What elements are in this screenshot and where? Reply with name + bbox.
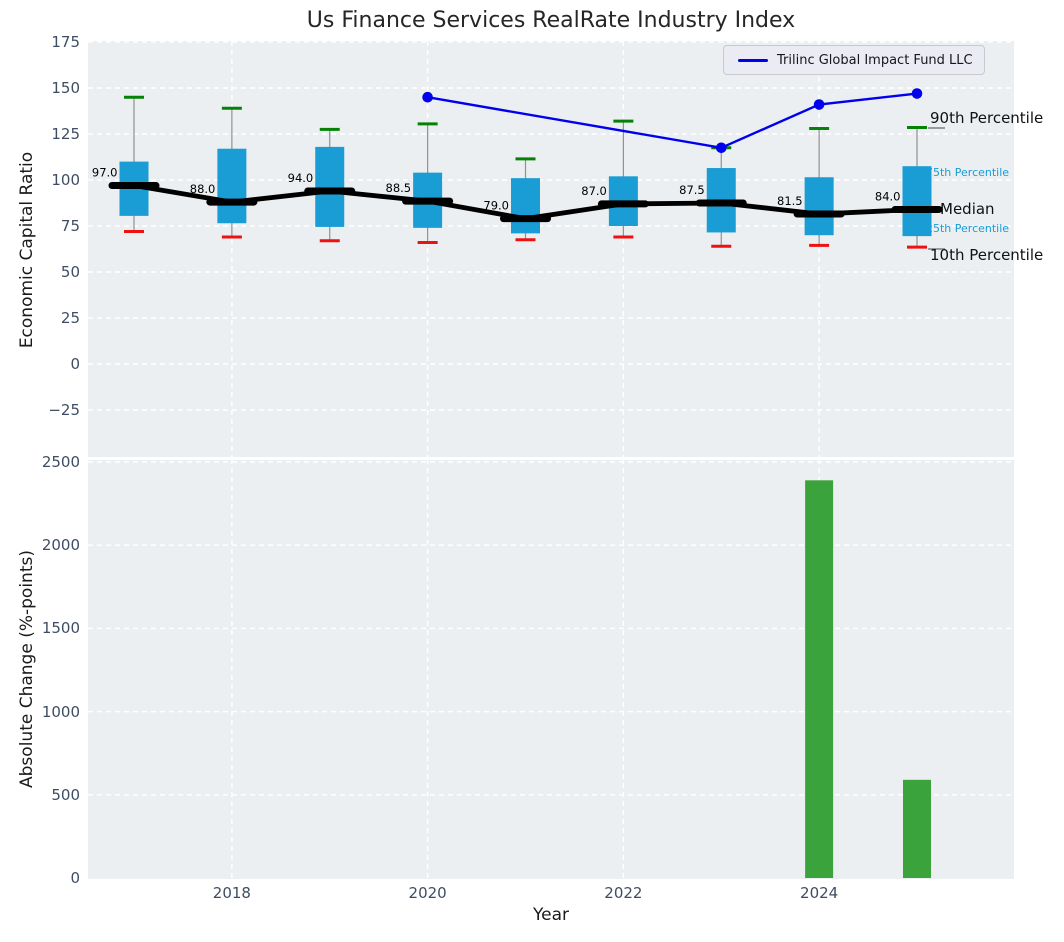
- annotation-90th-leader-line: [928, 127, 945, 129]
- fund-line: [427, 92, 918, 150]
- xtick-2018: 2018: [212, 884, 251, 902]
- fund-point-2023: [715, 142, 727, 154]
- fund-point-2024: [813, 99, 825, 110]
- top-ytick-75: 75: [60, 217, 80, 235]
- box-2024: [804, 177, 834, 236]
- legend-line-icon: [738, 58, 768, 62]
- annotation-median: Median: [940, 200, 995, 218]
- median-value-label-2021: 79.0: [483, 199, 509, 213]
- bottom-plot-grid: [88, 459, 1014, 879]
- box-2021: [511, 178, 540, 234]
- box-2018: [217, 148, 247, 224]
- legend: Trilinc Global Impact Fund LLC: [723, 45, 985, 75]
- box-2025: [902, 166, 932, 237]
- bar-2025: [903, 779, 931, 878]
- annotation-10th-leader-line: [928, 248, 945, 250]
- median-value-label-2019: 94.0: [288, 171, 314, 185]
- top-ytick-125: 125: [51, 125, 80, 143]
- legend-label: Trilinc Global Impact Fund LLC: [777, 52, 973, 68]
- bottom-plot-background: [88, 459, 1014, 879]
- bottom-ytick-0: 0: [70, 869, 80, 887]
- xtick-2022: 2022: [604, 884, 643, 902]
- top-plot-background: [88, 41, 1014, 459]
- bottom-ytick-2000: 2000: [41, 536, 80, 555]
- median-value-label-2020: 88.5: [386, 181, 412, 195]
- chart-title: Us Finance Services RealRate Industry In…: [306, 8, 796, 33]
- fund-point-2020: [422, 91, 433, 103]
- top-ytick-100: 100: [51, 171, 80, 189]
- bottom-y-axis-title: Absolute Change (%-points): [17, 550, 37, 788]
- top-ytick-25: 25: [60, 309, 80, 327]
- bottom-ytick-1500: 1500: [41, 619, 80, 638]
- bar-2024: [805, 480, 834, 878]
- top-ytick--25: −25: [48, 401, 80, 419]
- fund-point-2025: [911, 88, 923, 99]
- box-2019: [315, 146, 345, 227]
- top-ytick-150: 150: [51, 79, 80, 97]
- annotation-75th-percentile: 75th Percentile: [926, 166, 1010, 179]
- annotation-25th-percentile: 25th Percentile: [926, 222, 1010, 235]
- top-plot-content: 97.0 88.0 94.0 88.5 79.0 87.0 87.5 81.5 84.0: [92, 88, 943, 249]
- bottom-ytick-500: 500: [51, 785, 80, 804]
- median-value-label-2023: 87.5: [679, 183, 705, 197]
- annotation-10th-percentile: 10th Percentile: [930, 246, 1044, 264]
- xtick-2024: 2024: [800, 884, 839, 902]
- xtick-2020: 2020: [408, 884, 447, 902]
- bottom-ytick-1000: 1000: [41, 702, 80, 721]
- median-value-label-2025: 84.0: [875, 189, 901, 203]
- median-value-label-2022: 87.0: [581, 184, 607, 198]
- top-ytick-50: 50: [60, 263, 80, 281]
- median-value-label-2017: 97.0: [92, 166, 118, 180]
- bottom-plot-content: [805, 480, 931, 878]
- top-plot-grid: [88, 41, 1014, 459]
- median-value-label-2024: 81.5: [777, 194, 803, 208]
- top-ytick-175: 175: [51, 33, 80, 51]
- top-ytick-0: 0: [70, 355, 80, 373]
- subplot-divider: [88, 457, 1014, 460]
- annotation-90th-percentile: 90th Percentile: [930, 109, 1044, 127]
- median-value-label-2018: 88.0: [190, 182, 216, 196]
- x-axis-title: Year: [533, 905, 569, 925]
- bottom-ytick-2500: 2500: [41, 453, 80, 471]
